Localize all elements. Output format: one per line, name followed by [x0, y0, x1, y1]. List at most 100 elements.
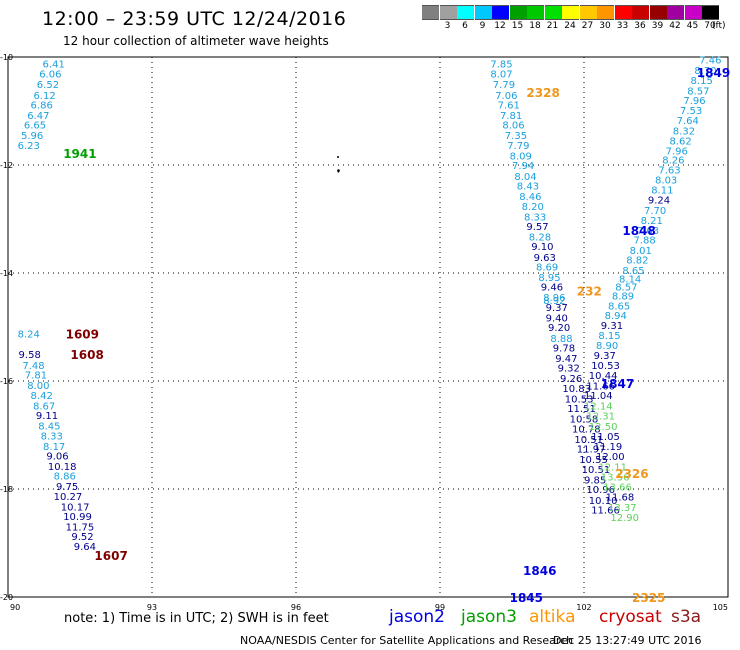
swh-label: 7.81	[500, 111, 522, 122]
swh-label: 11.51	[567, 404, 596, 415]
swh-label: 9.85	[584, 475, 606, 486]
swh-label: 9.46	[541, 283, 563, 294]
x-tick-label: 96	[291, 603, 301, 612]
swh-label: 9.20	[548, 323, 570, 334]
swh-label: 10.17	[61, 502, 90, 513]
swh-label: 11.66	[586, 381, 615, 392]
swh-label: 6.41	[43, 59, 65, 70]
swh-label: 8.17	[43, 442, 65, 453]
swh-label: 11.04	[584, 391, 613, 402]
swh-label: 9.64	[74, 542, 96, 553]
pass-time-label: 2325	[632, 591, 665, 605]
pass-time-label: 1845	[510, 591, 543, 605]
swh-label: 13.37	[608, 503, 637, 514]
timestamp: Dec 25 13:27:49 UTC 2016	[553, 634, 702, 647]
swh-label: 11.66	[591, 506, 620, 517]
swh-label: 12.31	[586, 412, 615, 423]
swh-label: 13.66	[603, 482, 632, 493]
swh-label: 8.86	[54, 472, 76, 483]
swh-label: 10.51	[574, 435, 603, 446]
color-swatch-label: 18	[529, 21, 541, 31]
swh-label: 13.56	[601, 473, 630, 484]
plot-frame	[7, 56, 729, 598]
swh-label: 9.78	[553, 344, 575, 355]
swh-labels: 6.416.066.526.126.866.476.655.966.23 8.24…	[18, 56, 722, 554]
swh-label: 10.44	[589, 371, 618, 382]
swh-label: 10.18	[48, 462, 77, 473]
swh-label: 8.62	[669, 137, 691, 148]
swh-label: 7.53	[680, 106, 702, 117]
swh-label: 8.89	[612, 292, 634, 303]
swh-label: 7.06	[495, 91, 517, 102]
swh-label: 8.96	[543, 293, 565, 304]
swh-label: 7.81	[25, 371, 47, 382]
swh-label: 10.10	[589, 496, 618, 507]
swh-label: 7.48	[22, 361, 44, 372]
color-swatch-label: 42	[669, 21, 681, 31]
swh-label: 9.10	[531, 242, 553, 253]
color-swatch-label: 6	[462, 21, 468, 31]
color-swatch	[684, 5, 702, 20]
swh-label: 8.21	[641, 216, 663, 227]
swh-label: 8.65	[622, 266, 644, 277]
swh-label: 9.52	[71, 532, 93, 543]
footer-note: note: 1) Time is in UTC; 2) SWH is in fe…	[64, 611, 329, 626]
legend-jason3: jason3	[461, 607, 517, 627]
color-swatch	[544, 5, 562, 20]
swh-label: 8.65	[608, 301, 630, 312]
pass-time-label: 1849	[697, 66, 730, 80]
color-swatch	[457, 5, 474, 20]
swh-label: 9.40	[546, 313, 568, 324]
swh-label: 9.24	[648, 196, 670, 207]
pass-time-label: 1848	[622, 224, 655, 238]
swh-label: 9.11	[36, 411, 58, 422]
legend-jason2: jason2	[389, 607, 445, 627]
legend-cryosat: cryosat	[599, 607, 662, 627]
swh-label: 7.85	[490, 59, 512, 70]
color-swatch-label: 12	[494, 21, 506, 31]
swh-label: 10.99	[63, 512, 92, 523]
color-swatch-label: 33	[616, 21, 629, 31]
swh-label: 8.67	[33, 401, 55, 412]
swh-label: 10.83	[562, 384, 591, 395]
swh-label: 10.53	[565, 394, 594, 405]
swh-label: 7.63	[658, 165, 680, 176]
color-swatch	[492, 5, 509, 20]
swh-label: 8.46	[519, 192, 541, 203]
color-swatch	[702, 5, 719, 20]
color-swatch-label: 36	[634, 21, 646, 31]
swh-label: 8.32	[673, 126, 695, 137]
swh-label: 8.33	[524, 212, 546, 223]
swh-label: 7.64	[677, 116, 699, 127]
swh-label: 9.37	[594, 351, 616, 362]
color-swatch	[474, 5, 492, 20]
credit-line: NOAA/NESDIS Center for Satellite Applica…	[240, 634, 574, 647]
swh-label: 11.97	[577, 445, 606, 456]
swh-label: 8.88	[550, 334, 572, 345]
pass-time-label: 2326	[615, 467, 648, 481]
swh-label: 7.46	[699, 56, 721, 67]
swh-label: 8.15	[598, 331, 620, 342]
color-swatch	[562, 5, 579, 20]
swh-label: 8.26	[662, 156, 684, 167]
swh-label: 12.11	[598, 462, 627, 473]
swh-label: 7.88	[633, 236, 655, 247]
swh-label: 11.68	[606, 493, 635, 504]
y-tick-label: -14	[0, 269, 13, 278]
swh-label: 6.47	[27, 111, 49, 122]
swh-label: 8.06	[502, 121, 524, 132]
swh-label: 8.24	[18, 329, 40, 340]
pass-time-label: 1609	[66, 327, 99, 341]
swh-label: 12.14	[584, 401, 613, 412]
swh-label: 5.96	[21, 131, 43, 142]
color-swatch-label: 15	[511, 21, 524, 31]
swh-label: 10.55	[579, 455, 608, 466]
swh-label: 8.20	[522, 202, 544, 213]
grid-lines	[8, 57, 728, 597]
swh-label: 6.65	[24, 121, 46, 132]
swh-label: 8.01	[630, 246, 652, 257]
pass-time-label: 232	[577, 284, 602, 298]
color-swatch-label: 27	[581, 21, 594, 31]
swh-label: 9.37	[546, 303, 568, 314]
pass-time-label: 1608	[70, 348, 103, 362]
